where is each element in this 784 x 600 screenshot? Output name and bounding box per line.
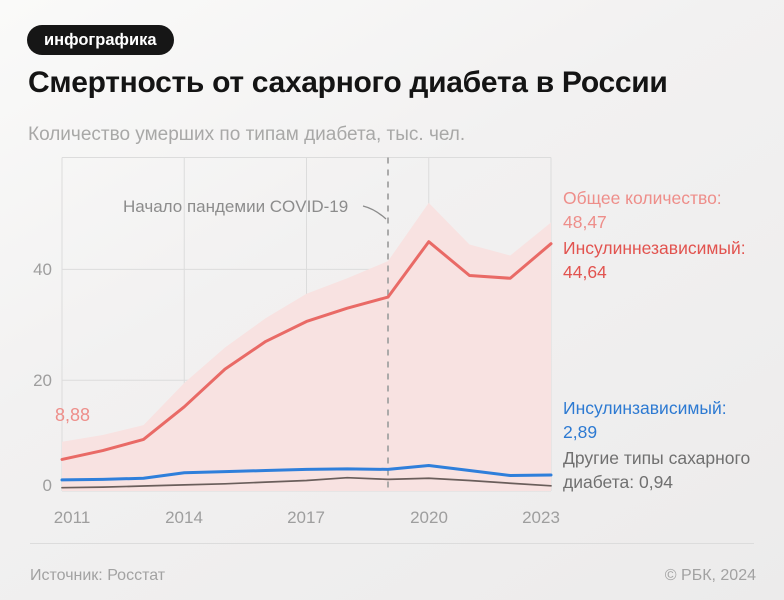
legend-type1-value: 2,89 (563, 422, 598, 442)
legend-type2-label: Инсулиннезависимый: (563, 238, 746, 258)
line-series-другие-типы-сахарного-диабета (61, 476, 552, 489)
legend-type1-label: Инсулинзависимый: (563, 398, 727, 418)
line-series-инсулинзависимый (60, 464, 553, 482)
legend-total: Общее количество: 48,47 (563, 186, 778, 234)
footer-divider (30, 543, 754, 544)
y-axis-tick-0: 0 (42, 476, 52, 495)
y-axis-tick-20: 20 (33, 371, 52, 390)
footer-copyright: © РБК, 2024 (664, 567, 756, 584)
total-start-value-label: 8,88 (55, 405, 91, 425)
line-series-инсулиннезависимый (60, 240, 553, 461)
legend-total-value: 48,47 (563, 212, 607, 232)
legend-type2-value: 44,64 (563, 262, 607, 282)
legend-other-label: Другие типы сахарного (563, 448, 751, 468)
page-title: Смертность от сахарного диабета в России (28, 66, 668, 99)
legend-other-value: диабета: 0,94 (563, 472, 674, 492)
legend-insulin-dependent: Инсулинзависимый: 2,89 (563, 396, 778, 444)
footer-source: Источник: Росстат (30, 567, 166, 584)
legend-insulin-independent: Инсулиннезависимый: 44,64 (563, 236, 778, 284)
x-axis-tick-2023: 2023 (522, 508, 560, 527)
chart-subtitle: Количество умерших по типам диабета, тыс… (28, 124, 466, 145)
y-axis-tick-40: 40 (33, 260, 52, 279)
area-series-total (62, 202, 551, 491)
covid-annotation: Начало пандемии COVID-19 (123, 197, 349, 216)
x-axis-tick-2020: 2020 (410, 508, 448, 527)
legend-total-label: Общее количество: (563, 188, 722, 208)
covid-pointer-line (362, 205, 387, 220)
x-axis-tick-2017: 2017 (287, 508, 325, 527)
x-axis-tick-2014: 2014 (165, 508, 203, 527)
x-axis-tick-2011: 2011 (53, 508, 91, 527)
rubric-badge[interactable]: инфографика (27, 25, 174, 55)
legend-other-types: Другие типы сахарного диабета: 0,94 (563, 446, 778, 494)
